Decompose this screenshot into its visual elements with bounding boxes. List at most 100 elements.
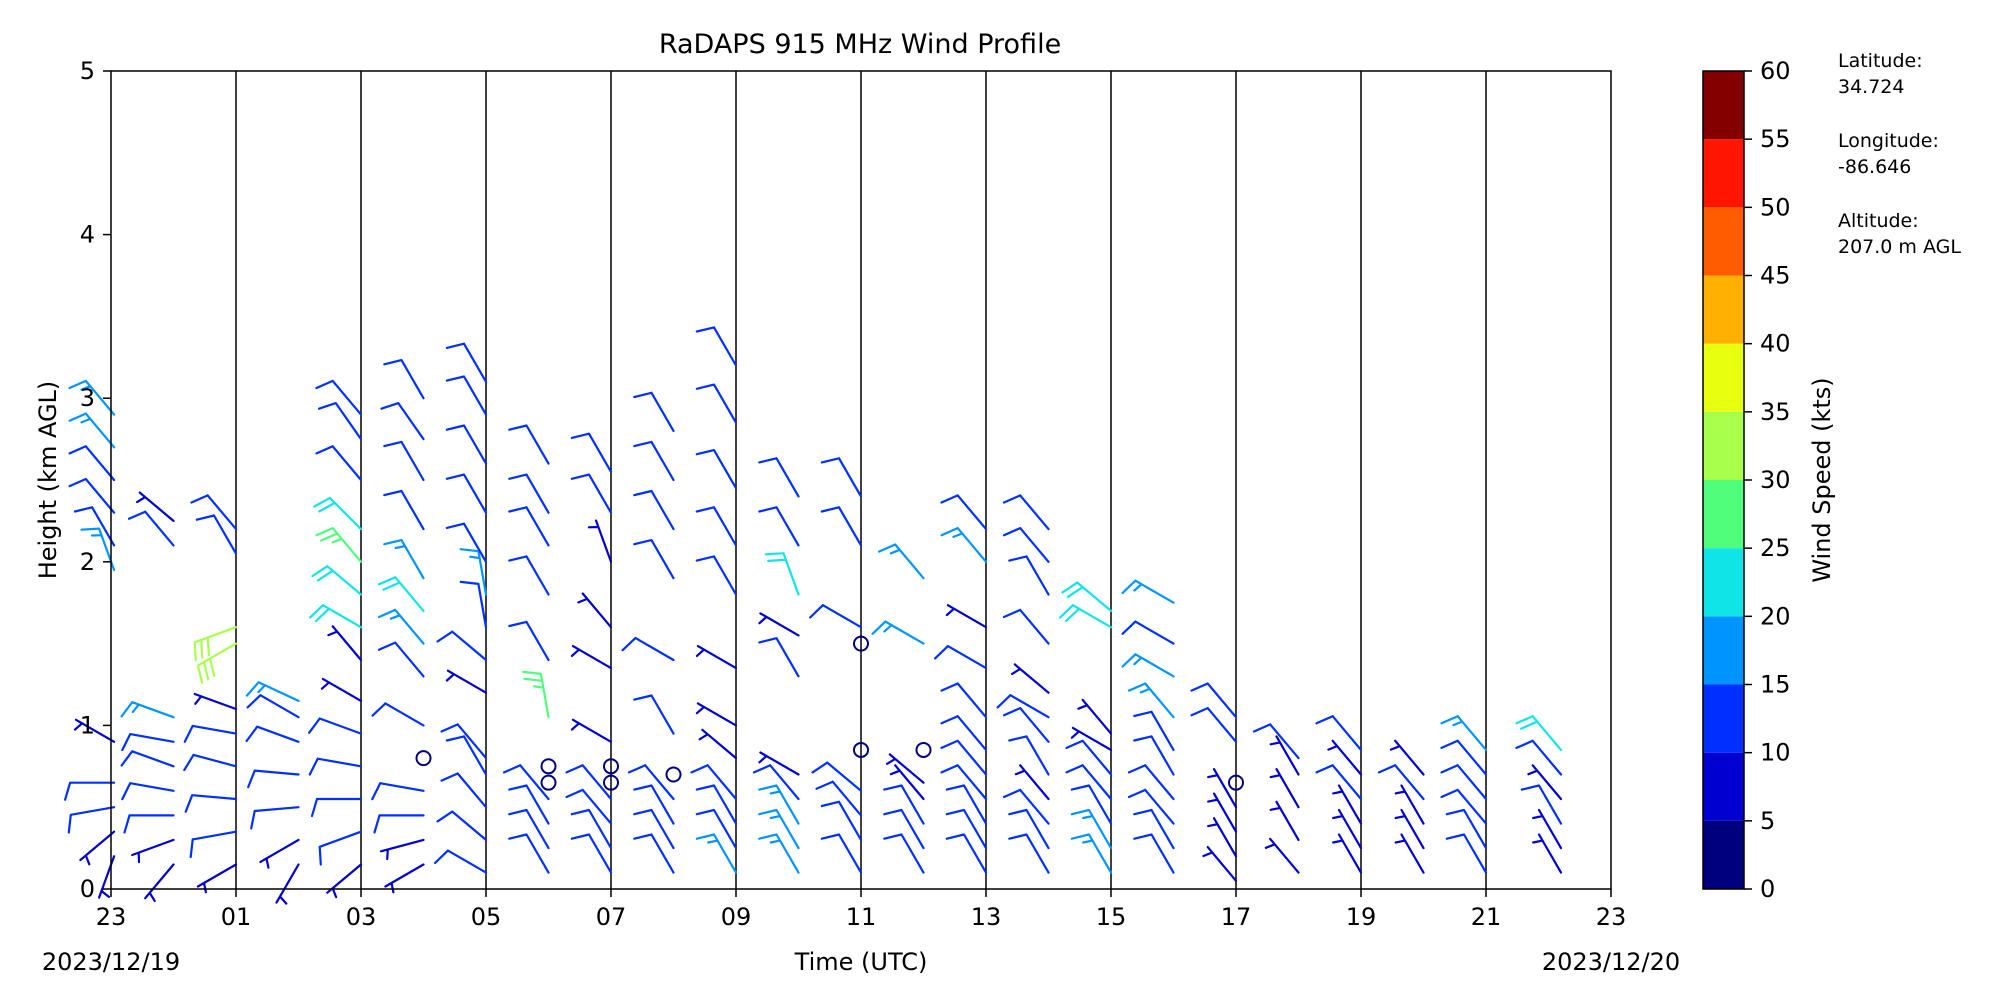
wind-barb — [945, 833, 988, 874]
wind-barb — [577, 592, 613, 629]
x-tick-label: 23 — [1596, 903, 1627, 931]
wind-barb — [1440, 764, 1488, 801]
wind-barb — [308, 757, 363, 776]
colorbar-segment — [1703, 616, 1744, 685]
wind-barb — [764, 552, 800, 596]
colorbar-segment — [1703, 548, 1744, 617]
wind-barb — [136, 491, 175, 522]
wind-barb — [695, 326, 738, 367]
wind-barb — [1332, 833, 1363, 874]
wind-barb — [570, 718, 613, 743]
x-tick-label: 21 — [1471, 903, 1502, 931]
wind-barb — [1252, 723, 1300, 760]
vertical-gridlines — [235, 71, 1487, 889]
wind-barb — [1070, 833, 1113, 874]
wind-barb — [1332, 784, 1363, 825]
wind-barb — [1008, 555, 1050, 596]
wind-barb — [820, 800, 863, 841]
wind-barb — [695, 383, 738, 424]
wind-barb — [886, 753, 925, 784]
wind-barb — [127, 510, 175, 547]
wind-barb — [1527, 764, 1563, 801]
wind-barb — [1133, 833, 1175, 874]
wind-barb — [196, 863, 238, 894]
wind-barb — [308, 717, 363, 735]
wind-barb — [67, 806, 116, 834]
x-axis-label: Time (UTC) — [794, 948, 928, 976]
colorbar-tick-label: 30 — [1760, 466, 1791, 494]
wind-barb — [1127, 682, 1175, 719]
wind-barb — [508, 424, 550, 465]
wind-barb — [320, 677, 363, 702]
wind-barb — [1394, 833, 1425, 874]
wind-barb — [309, 604, 363, 629]
site-info-label: Latitude: — [1838, 50, 1923, 72]
wind-barb — [445, 522, 488, 563]
wind-barb — [940, 682, 988, 719]
wind-barb — [196, 642, 238, 684]
wind-barb — [883, 833, 925, 874]
colorbar-segment — [1703, 343, 1744, 412]
wind-barb — [98, 855, 116, 899]
wind-barb — [1202, 846, 1238, 882]
wind-barb — [1515, 715, 1563, 751]
wind-barb — [183, 753, 238, 772]
wind-barb — [183, 724, 238, 743]
wind-barb — [758, 751, 800, 776]
calm-circle — [603, 774, 619, 791]
wind-barb — [1014, 764, 1050, 801]
wind-barb — [1269, 800, 1300, 841]
wind-barb — [690, 764, 738, 801]
wind-barb — [313, 496, 363, 531]
wind-barb — [633, 784, 675, 825]
wind-barb — [311, 565, 363, 596]
wind-barb — [698, 728, 738, 760]
colorbar-segment — [1703, 411, 1744, 480]
wind-barb — [184, 794, 238, 813]
calm-circle — [665, 766, 682, 783]
wind-barb — [1002, 788, 1050, 825]
wind-barb — [1207, 768, 1238, 809]
colorbar-tick-label: 20 — [1760, 602, 1791, 630]
wind-barb — [695, 808, 738, 850]
calm-circle — [540, 758, 557, 775]
wind-barb — [144, 863, 175, 902]
wind-barb — [522, 670, 550, 719]
x-tick-label: 17 — [1221, 903, 1252, 931]
wind-barb — [945, 604, 988, 629]
wind-barb — [940, 764, 988, 801]
wind-barb — [380, 402, 425, 441]
wind-barb — [1065, 739, 1113, 776]
wind-barb — [63, 781, 116, 801]
wind-barb — [327, 625, 363, 662]
colorbar-segment — [1703, 139, 1744, 208]
calm-circle — [853, 741, 869, 758]
wind-barb — [440, 772, 488, 809]
wind-barb — [820, 833, 863, 874]
wind-barb — [752, 764, 800, 801]
wind-barb — [871, 620, 925, 645]
wind-barb — [758, 637, 800, 678]
wind-barb — [383, 440, 425, 482]
y-tick-label: 3 — [80, 384, 95, 412]
x-axis-ticks: 23 01 03 05 07 09 11 13 15 17 19 21 23 — [96, 889, 1627, 931]
wind-barb — [695, 555, 738, 596]
wind-barb — [633, 833, 675, 874]
x-tick-label: 23 — [96, 903, 127, 931]
wind-barb — [68, 477, 116, 514]
wind-barb — [434, 849, 488, 874]
colorbar-tick-label: 35 — [1760, 398, 1791, 426]
wind-barb — [1077, 698, 1113, 735]
wind-barb — [440, 723, 488, 760]
y-tick-label: 2 — [80, 548, 95, 576]
wind-barb — [1121, 579, 1175, 604]
wind-barb — [695, 702, 738, 727]
wind-barb — [1121, 620, 1175, 645]
y-tick-label: 0 — [80, 875, 95, 903]
wind-barb — [250, 806, 300, 830]
wind-barb — [1389, 739, 1425, 776]
end-date-label: 2023/12/20 — [1542, 948, 1680, 976]
wind-barb — [1520, 784, 1563, 825]
x-tick-label: 01 — [221, 903, 252, 931]
x-tick-label: 13 — [971, 903, 1002, 931]
